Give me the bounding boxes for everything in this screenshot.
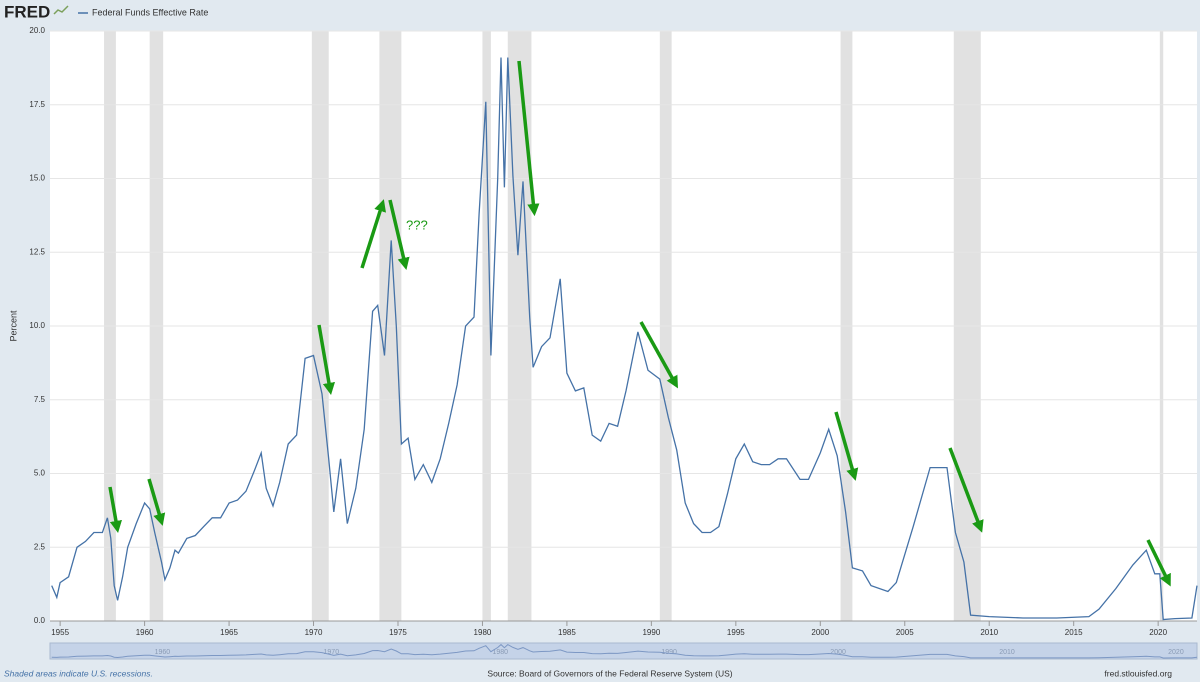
navigator-label: 1960 [155, 649, 171, 656]
arrow [517, 60, 540, 217]
logo: FRED [4, 2, 50, 21]
y-tick-label: 20.0 [29, 26, 45, 35]
navigator-line [51, 643, 1198, 659]
arrow [1146, 539, 1171, 587]
y-tick-label: 0.0 [34, 616, 46, 625]
x-tick-label: 1965 [220, 628, 238, 637]
y-tick-label: 5.0 [34, 469, 46, 478]
y-tick-label: 2.5 [34, 542, 46, 551]
arrow [317, 324, 335, 396]
navigator-label: 1980 [492, 649, 508, 656]
arrows [108, 60, 1171, 587]
arrow [834, 411, 859, 481]
note: Shaded areas indicate U.S. recessions. [4, 668, 153, 678]
y-tick-label: 17.5 [29, 100, 45, 109]
x-tick-label: 2020 [1149, 628, 1167, 637]
x-tick-label: 1975 [389, 628, 407, 637]
x-tick-label: 1985 [558, 628, 576, 637]
arrow [639, 321, 678, 389]
logo-icon [53, 5, 69, 15]
navigator-label: 2010 [999, 649, 1015, 656]
arrow [388, 199, 410, 270]
x-tick-label: 2010 [980, 628, 998, 637]
x-tick-label: 1990 [642, 628, 660, 637]
url: fred.stlouisfed.org [1104, 668, 1172, 678]
x-tick-label: 1995 [727, 628, 745, 637]
y-axis-label: Percent [8, 310, 18, 342]
series-line [51, 57, 1198, 621]
navigator-layer: 1960 1970 1980 1990 2000 2010 2020 [51, 643, 1198, 659]
arrow [108, 486, 122, 534]
arrow [147, 478, 166, 526]
y-tick-label: 12.5 [29, 247, 45, 256]
x-tick-label: 1970 [305, 628, 323, 637]
plot-layer: 0.0 2.5 5.0 7.5 10.0 12.5 15.0 17.5 20.0 1955 1960… [29, 26, 1198, 637]
y-tick-label: 15.0 [29, 174, 45, 183]
navigator-label: 2000 [830, 649, 846, 656]
legend-label: Federal Funds Effective Rate [92, 7, 208, 17]
arrow [948, 447, 984, 533]
x-tick-label: 2005 [896, 628, 914, 637]
navigator-label: 1970 [324, 649, 340, 656]
navigator-label: 1990 [661, 649, 677, 656]
arrow [360, 199, 386, 269]
x-tick-label: 1980 [474, 628, 492, 637]
y-tick-label: 10.0 [29, 321, 45, 330]
source: Source: Board of Governors of the Federa… [487, 668, 732, 678]
annotation: ??? [406, 217, 428, 232]
x-tick-label: 2015 [1065, 628, 1083, 637]
x-tick-label: 1955 [51, 628, 69, 637]
x-tick-label: 2000 [811, 628, 829, 637]
navigator [49, 642, 1198, 660]
navigator-label: 2020 [1168, 649, 1184, 656]
y-tick-label: 7.5 [34, 395, 46, 404]
x-tick-label: 1960 [136, 628, 154, 637]
